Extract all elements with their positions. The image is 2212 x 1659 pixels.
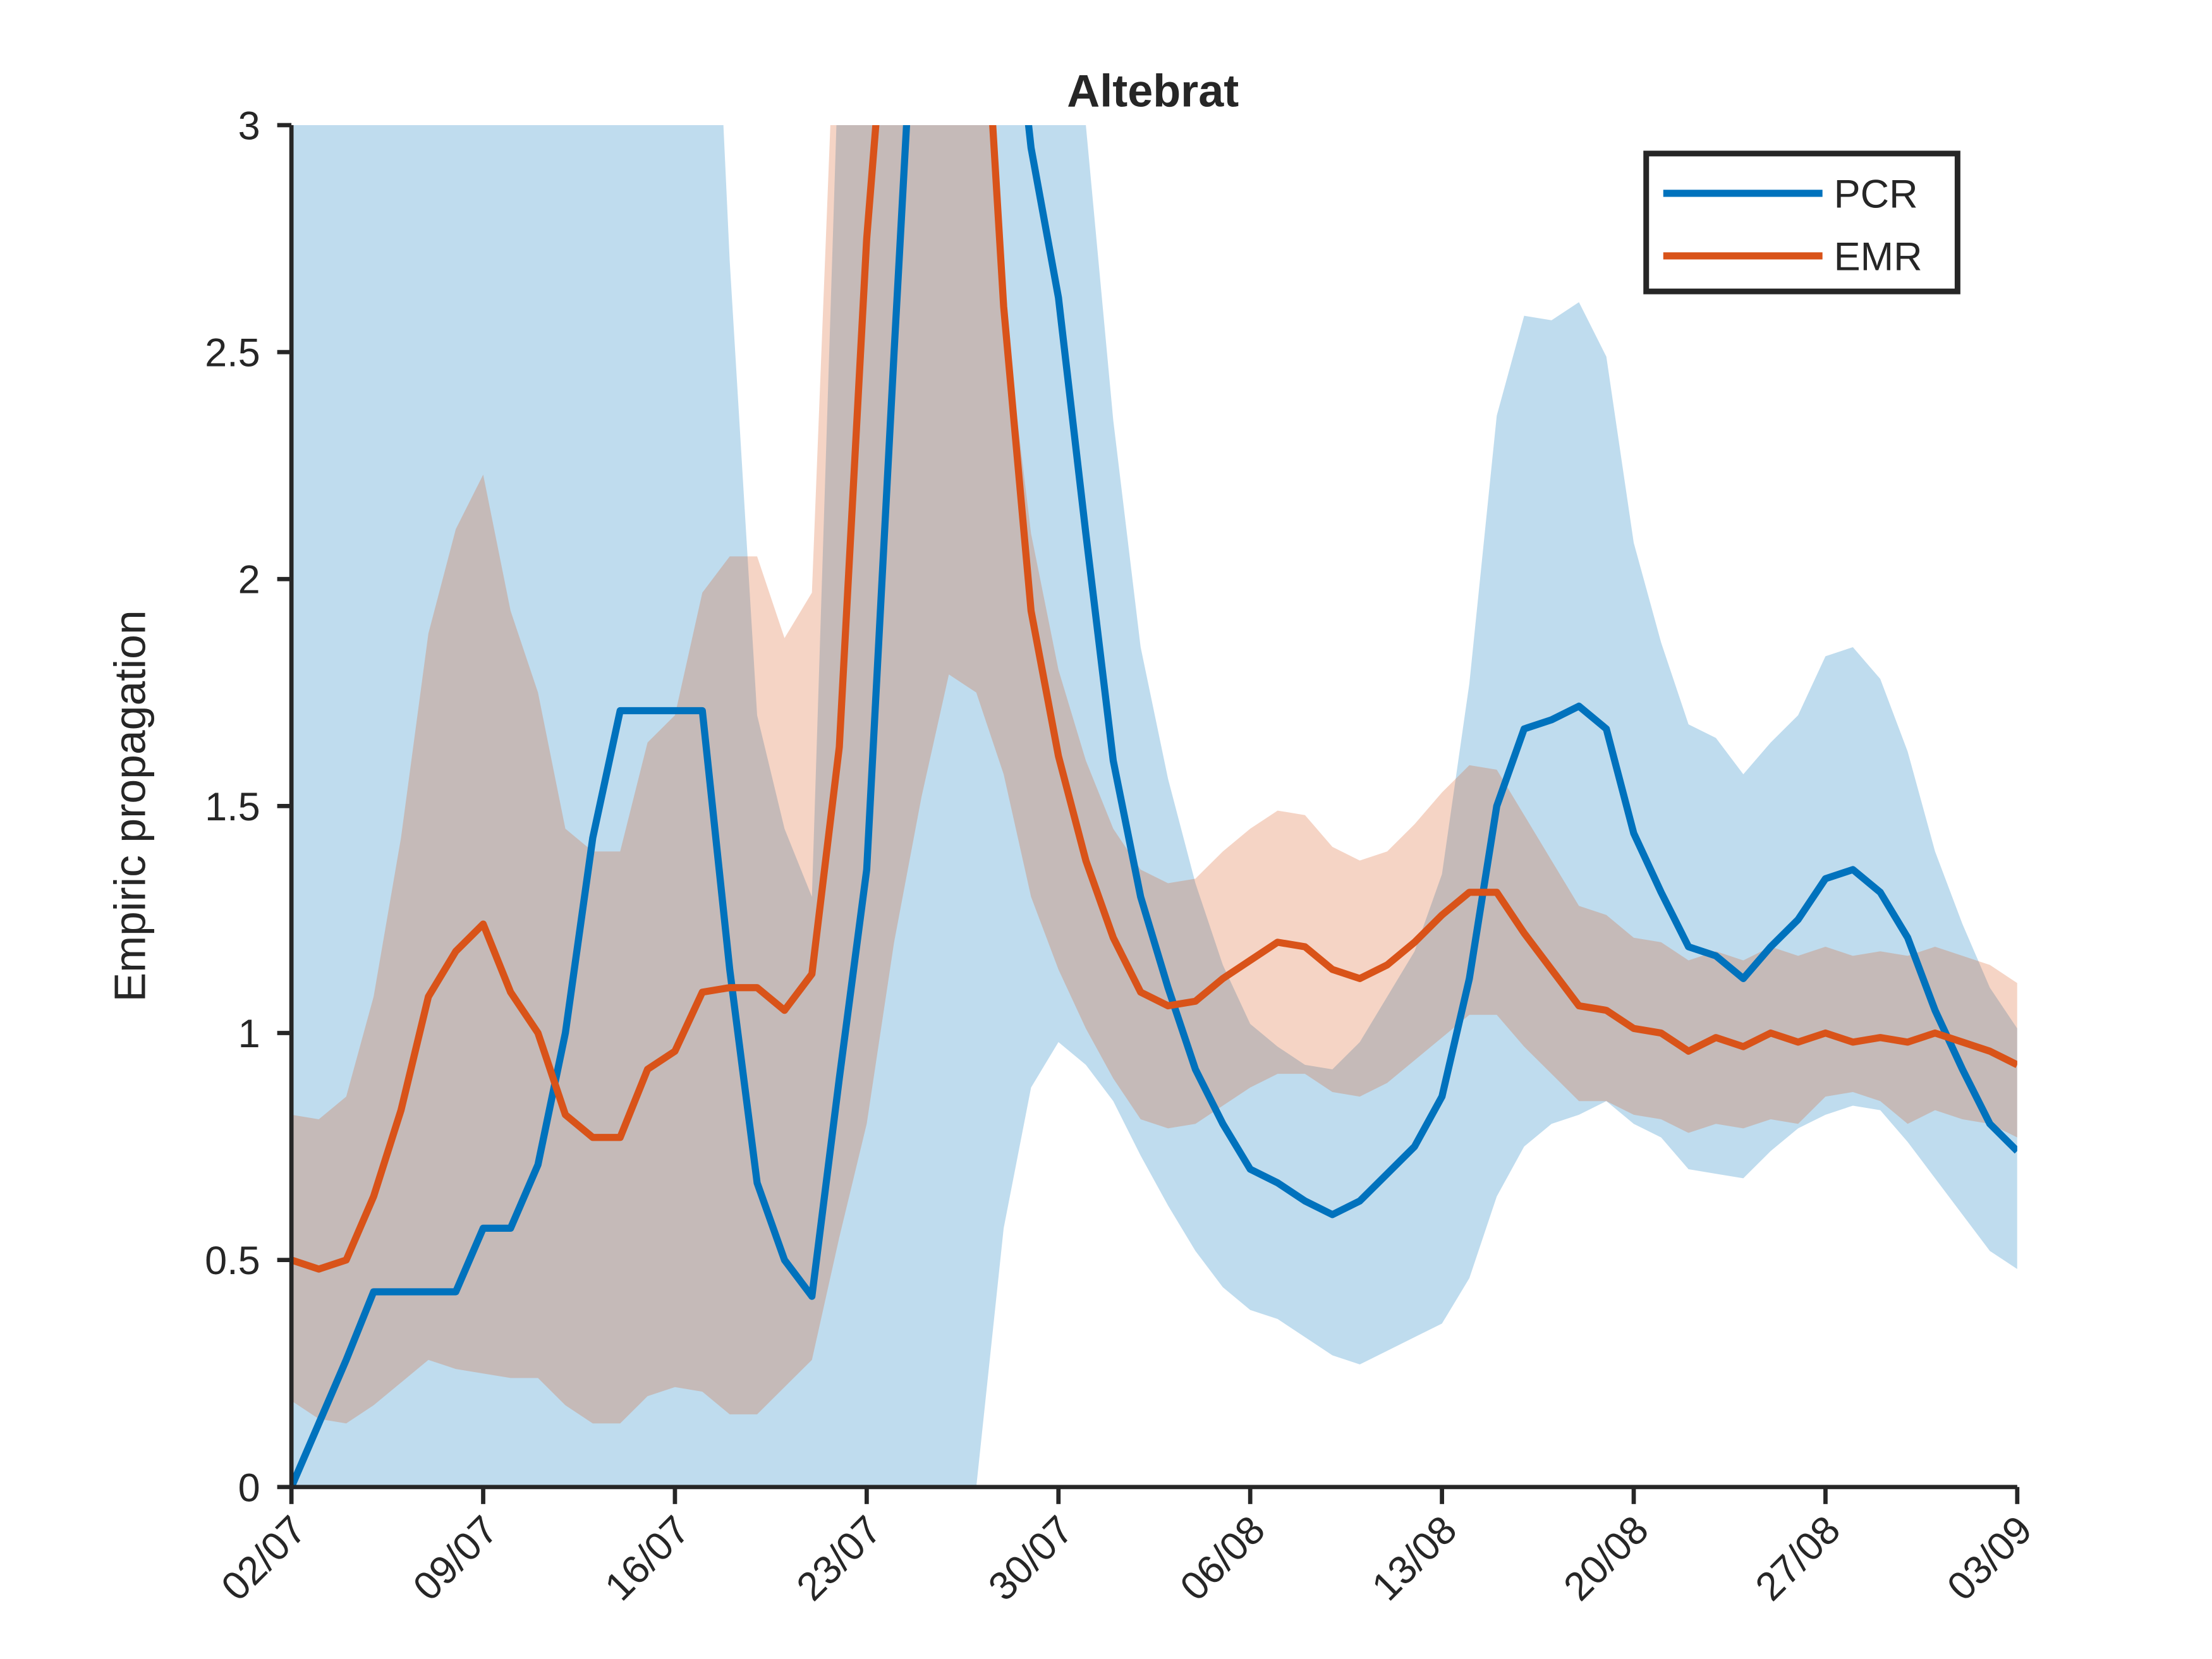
chart-title: Altebrat [1067,66,1239,117]
confidence-band [291,125,2017,1424]
bands [291,125,2017,1487]
y-tick-label: 3 [238,104,260,148]
legend-box [1643,150,1960,295]
y-tick-label: 2 [238,558,260,602]
y-tick-label: 1.5 [205,785,260,829]
y-axis-label: Empiric propagation [105,610,154,1002]
legend-label: EMR [1834,234,1923,279]
lines [291,125,2017,1487]
legend: PCR EMR [1643,150,1960,295]
y-tick-label: 2.5 [205,331,260,375]
y-tick-label: 0 [238,1466,260,1510]
y-tick-label: 0.5 [205,1239,260,1283]
legend-label: PCR [1834,172,1918,216]
y-tick-label: 1 [238,1012,260,1056]
confidence-band [291,125,2017,1487]
series-line [291,125,2017,1273]
series-line [291,125,2017,1487]
